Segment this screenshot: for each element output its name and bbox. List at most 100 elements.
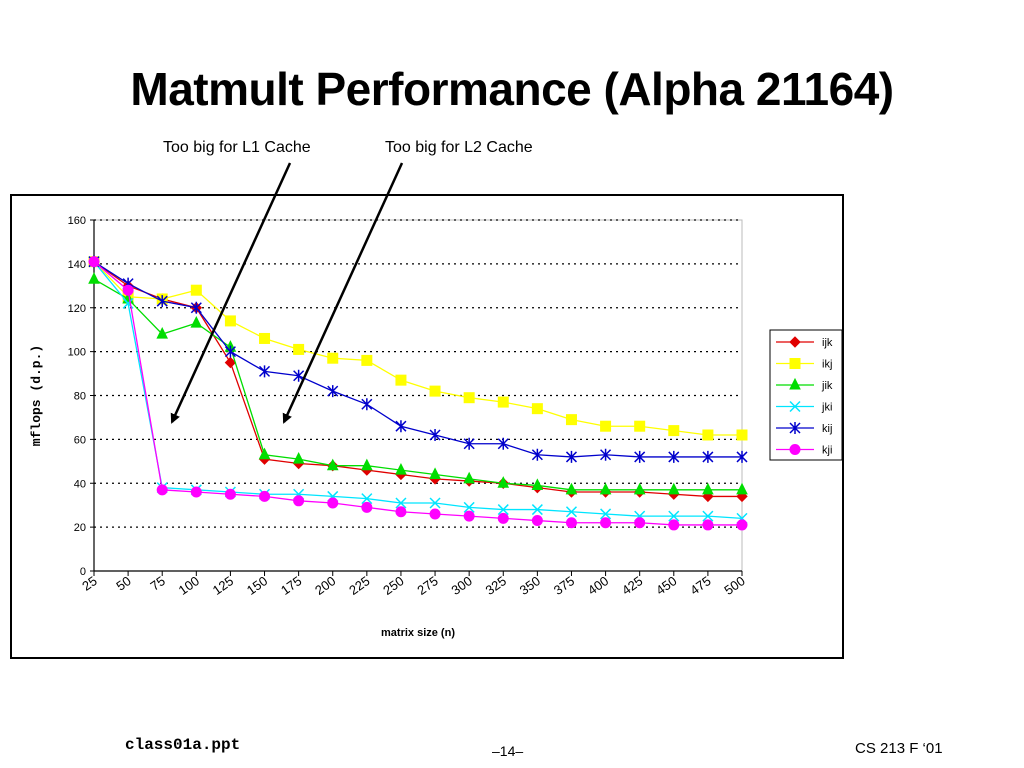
- point-jik: [292, 452, 305, 464]
- x-tick-label: 50: [113, 573, 133, 594]
- point-kji: [327, 497, 339, 509]
- point-kji: [702, 519, 714, 531]
- point-kji: [429, 508, 441, 520]
- point-ikj: [190, 284, 202, 296]
- point-kij: [600, 448, 612, 461]
- y-tick-label: 80: [74, 391, 86, 403]
- point-jik: [497, 476, 510, 488]
- x-axis-title: matrix size (n): [381, 627, 455, 639]
- point-kij: [361, 398, 373, 411]
- legend-label-ijk: ijk: [822, 337, 833, 349]
- point-kji: [497, 512, 509, 524]
- point-jik: [326, 458, 339, 471]
- legend-label-jki: jki: [821, 402, 832, 414]
- legend-marker-ijk: [789, 336, 801, 348]
- y-tick-label: 40: [74, 478, 86, 490]
- point-jki: [565, 506, 578, 518]
- point-jik: [361, 458, 373, 471]
- series-line-jki: [93, 261, 743, 519]
- x-tick-label: 375: [551, 573, 577, 598]
- slide-title: Matmult Performance (Alpha 21164): [130, 63, 894, 115]
- y-tick-label: 20: [74, 522, 86, 534]
- point-kji: [565, 517, 577, 529]
- point-ikj: [702, 429, 714, 441]
- annotation-l1-cache: Too big for L1 Cache: [163, 139, 311, 156]
- point-jik: [190, 315, 203, 328]
- point-jik: [258, 447, 271, 460]
- point-kij: [327, 385, 339, 398]
- x-tick-label: 425: [619, 573, 645, 598]
- y-tick-label: 60: [74, 434, 86, 446]
- point-kji: [463, 510, 475, 522]
- x-tick-label: 450: [653, 573, 679, 598]
- y-tick-label: 120: [68, 303, 86, 315]
- point-kij: [531, 448, 543, 461]
- legend-marker-jik: [789, 377, 801, 390]
- point-ikj: [600, 420, 612, 432]
- point-jik: [633, 482, 646, 495]
- legend-label-kij: kij: [822, 423, 832, 435]
- legend-marker-jki: [789, 400, 801, 413]
- y-tick-label: 100: [68, 347, 86, 359]
- point-kji: [293, 495, 305, 507]
- x-tick-label: 200: [312, 573, 338, 598]
- point-jik: [156, 326, 169, 339]
- x-tick-label: 275: [414, 573, 440, 598]
- point-ikj: [668, 425, 680, 437]
- legend-label-ikj: ikj: [822, 359, 832, 371]
- point-kji: [259, 490, 271, 502]
- x-tick-label: 75: [147, 573, 167, 594]
- point-jik: [736, 482, 748, 495]
- x-tick-label: 100: [176, 573, 202, 598]
- x-tick-label: 475: [687, 573, 713, 598]
- point-jik: [463, 471, 475, 484]
- point-kij: [429, 428, 441, 441]
- point-ikj: [634, 420, 646, 432]
- point-ikj: [293, 343, 305, 355]
- point-kji: [531, 515, 543, 527]
- point-kij: [497, 437, 509, 450]
- point-kji: [190, 486, 202, 498]
- x-tick-label: 175: [278, 573, 304, 598]
- legend-marker-kij: [789, 422, 801, 434]
- point-kij: [668, 450, 680, 463]
- point-jki: [429, 497, 441, 509]
- chart: 0 20 40 60 80 100 120 140 160 25 50 75 100 125 150 175 2…: [29, 215, 842, 639]
- chart-frame: 0 20 40 60 80 100 120 140 160 25 50 75 100 125 150 175 2…: [10, 194, 844, 659]
- point-jik: [667, 482, 680, 495]
- point-kji: [395, 506, 407, 518]
- point-kij: [565, 450, 578, 463]
- x-tick-label: 350: [517, 573, 543, 598]
- series-line-kji: [93, 261, 742, 526]
- point-kji: [361, 501, 373, 513]
- point-jik: [531, 478, 544, 490]
- point-ikj: [736, 429, 748, 441]
- point-kji: [736, 519, 748, 531]
- point-ikj: [224, 315, 236, 327]
- x-tick-label: 400: [585, 573, 611, 598]
- x-tick-label: 150: [244, 573, 270, 598]
- point-kji: [224, 488, 236, 500]
- x-tick-label: 250: [380, 573, 406, 598]
- point-jik: [429, 467, 441, 479]
- point-kij: [702, 450, 714, 463]
- y-axis-title: mflops (d.p.): [29, 345, 44, 446]
- footer-filename: class01a.ppt: [125, 736, 241, 754]
- point-ikj: [259, 332, 271, 344]
- legend-marker-kji: [789, 444, 801, 455]
- point-kji: [156, 484, 168, 496]
- point-ikj: [531, 403, 543, 415]
- point-kij: [463, 437, 475, 450]
- y-tick-label: 160: [68, 215, 86, 227]
- point-ikj: [395, 374, 407, 386]
- annotation-l2-cache: Too big for L2 Cache: [385, 139, 533, 156]
- point-jik: [395, 462, 407, 475]
- point-jki: [702, 510, 714, 522]
- point-jik: [565, 482, 578, 495]
- point-jik: [702, 482, 714, 495]
- x-tick-label: 225: [346, 573, 372, 598]
- series-line-jik: [93, 278, 742, 491]
- x-tick-label: 325: [483, 573, 509, 598]
- point-kji: [668, 519, 680, 531]
- point-ikj: [327, 352, 339, 364]
